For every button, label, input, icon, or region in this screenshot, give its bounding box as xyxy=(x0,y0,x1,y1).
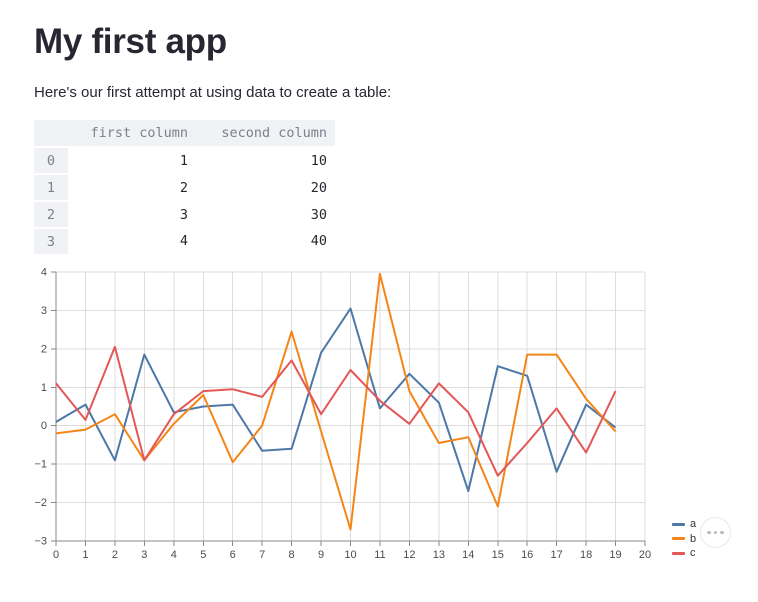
ellipsis-icon xyxy=(713,530,718,535)
line-chart: 0 1 2 3 4 5 6 7 8 9 10 11 12 13 14 15 16 17 18 19 20 −3 −2 −1 0 1… xyxy=(0,252,758,602)
x-tick-label: 8 xyxy=(289,549,295,561)
table-cell: 10 xyxy=(196,147,335,174)
x-tick-label: 0 xyxy=(53,549,59,561)
line-chart-svg: 0 1 2 3 4 5 6 7 8 9 10 11 12 13 14 15 16 17 18 19 20−3−2−101… xyxy=(34,267,651,562)
x-tick-label: 19 xyxy=(609,549,621,561)
series-line-c xyxy=(55,345,617,477)
x-tick-label: 6 xyxy=(230,549,236,561)
ellipsis-icon xyxy=(707,530,711,535)
table-cell: 4 xyxy=(68,228,196,254)
table-cell: 40 xyxy=(196,228,335,254)
y-tick-label: 2 xyxy=(41,343,47,355)
chart-axes xyxy=(51,271,646,546)
dataframe-body: 0 1 10 1 2 20 2 3 30 3 4 40 xyxy=(34,146,335,254)
dataframe-col-header-first[interactable]: first column xyxy=(68,120,196,148)
series-line-a xyxy=(55,307,617,492)
row-index-cell: 3 xyxy=(34,227,68,254)
y-tick-label: 3 xyxy=(41,305,47,317)
legend-swatch-icon xyxy=(672,522,685,526)
dataframe-col-header-second[interactable]: second column xyxy=(196,120,335,148)
table-cell: 20 xyxy=(196,174,335,201)
x-tick-label: 5 xyxy=(200,549,206,561)
y-tick-label: 1 xyxy=(41,382,47,394)
y-tick-label: 4 xyxy=(41,267,47,279)
legend-swatch-icon xyxy=(672,537,685,540)
row-index-cell: 1 xyxy=(34,173,68,201)
table-row: 0 1 10 xyxy=(34,146,335,174)
x-tick-label: 18 xyxy=(580,549,592,561)
page-title: My first app xyxy=(34,22,227,61)
x-tick-label: 11 xyxy=(374,549,385,561)
table-cell: 30 xyxy=(196,201,335,228)
chart-tick-labels: 0 1 2 3 4 5 6 7 8 9 10 11 12 13 14 15 16 17 18 19 20−3−2−101… xyxy=(34,267,651,562)
table-row: 1 2 20 xyxy=(34,173,335,201)
dataframe-header-row: first column second column xyxy=(34,120,335,148)
legend-label: a xyxy=(690,518,697,530)
legend-swatch-icon xyxy=(672,551,685,555)
legend-item-a: a xyxy=(672,518,696,530)
intro-text: Here's our first attempt at using data t… xyxy=(34,84,392,101)
x-tick-label: 15 xyxy=(492,549,504,561)
legend-item-b: b xyxy=(672,533,696,545)
x-tick-label: 1 xyxy=(82,549,88,561)
table-cell: 3 xyxy=(68,201,196,228)
table-row: 3 4 40 xyxy=(34,227,335,254)
x-tick-label: 20 xyxy=(639,549,651,561)
x-tick-label: 3 xyxy=(141,549,147,561)
x-tick-label: 14 xyxy=(462,549,474,561)
series-line-b xyxy=(55,272,617,531)
y-tick-label: 0 xyxy=(41,420,47,432)
row-index-cell: 2 xyxy=(34,200,68,228)
x-tick-label: 16 xyxy=(521,549,533,561)
dataframe: first column second column 0 1 10 1 2 20 2 3 30 3… xyxy=(34,120,335,254)
x-tick-label: 13 xyxy=(433,549,445,561)
legend-item-c: c xyxy=(672,547,696,559)
x-tick-label: 4 xyxy=(171,549,177,561)
x-tick-label: 12 xyxy=(403,549,415,561)
y-tick-label: −1 xyxy=(34,459,47,471)
legend-label: c xyxy=(690,547,696,559)
dataframe-header: first column second column xyxy=(34,120,335,148)
y-tick-label: −3 xyxy=(34,536,47,548)
chart-menu-button[interactable] xyxy=(700,517,731,548)
x-tick-label: 9 xyxy=(318,549,324,561)
table-row: 2 3 30 xyxy=(34,200,335,228)
x-tick-label: 17 xyxy=(551,549,563,561)
x-tick-label: 10 xyxy=(344,549,356,561)
ellipsis-icon xyxy=(720,530,724,535)
dataframe-corner-cell xyxy=(34,120,68,148)
table-cell: 1 xyxy=(68,147,196,174)
row-index-cell: 0 xyxy=(34,146,68,174)
chart-grid xyxy=(55,271,646,542)
y-tick-label: −2 xyxy=(34,497,47,509)
legend-label: b xyxy=(690,532,697,545)
x-tick-label: 2 xyxy=(112,549,118,561)
x-tick-label: 7 xyxy=(259,549,265,561)
table-cell: 2 xyxy=(68,174,196,201)
